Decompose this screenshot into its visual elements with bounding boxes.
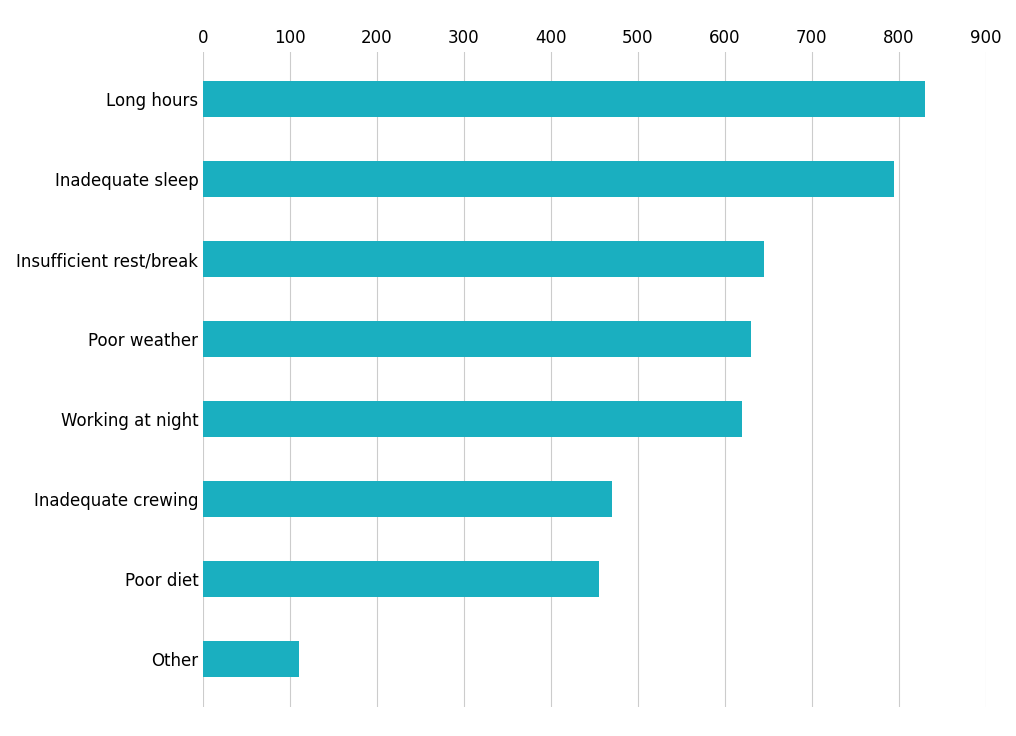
Bar (203, 241, 764, 277)
Bar (203, 401, 742, 437)
Bar (203, 640, 299, 676)
Bar (203, 82, 925, 118)
Bar (203, 481, 612, 517)
Bar (203, 561, 598, 597)
Bar (203, 161, 894, 197)
Bar (203, 321, 751, 357)
